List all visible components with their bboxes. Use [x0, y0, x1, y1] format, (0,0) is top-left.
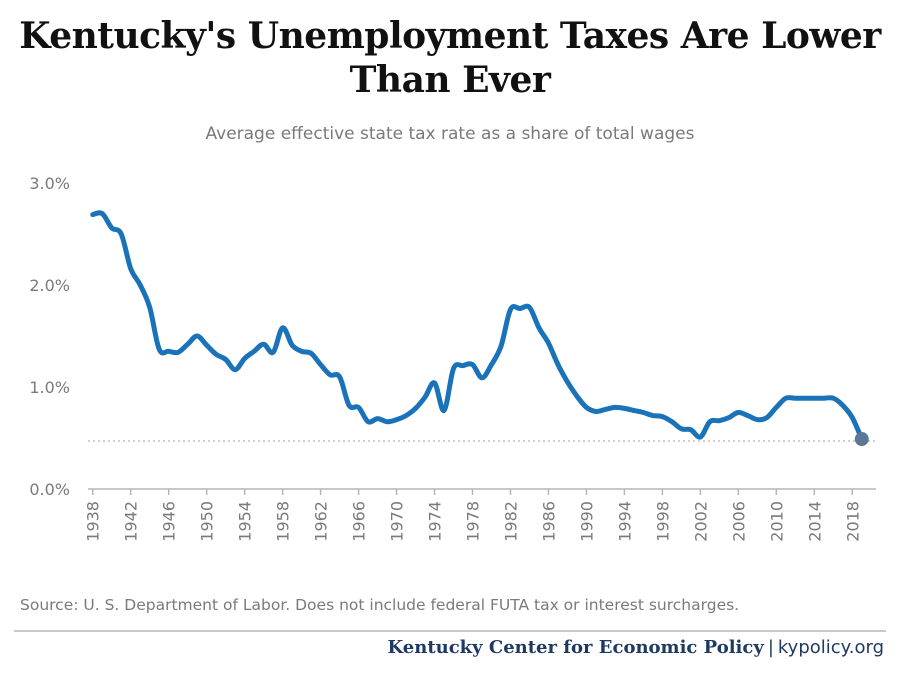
x-tick-label: 1990 — [577, 501, 596, 542]
footer-url[interactable]: kypolicy.org — [777, 637, 884, 658]
y-tick-label: 3.0% — [29, 174, 70, 193]
end-point-marker — [854, 432, 869, 447]
x-tick-label: 1978 — [464, 501, 483, 542]
x-tick-label: 2014 — [805, 501, 824, 542]
chart-subtitle: Average effective state tax rate as a sh… — [205, 124, 695, 144]
x-tick-label: 1966 — [350, 501, 369, 542]
x-tick-label: 1974 — [426, 501, 445, 542]
line-chart: 0.0% 1.0% 2.0% 3.0% 1938 1942 1946 1950 1954 195… — [29, 174, 876, 542]
x-tick-label: 2010 — [767, 501, 786, 542]
x-tick-label: 1954 — [236, 501, 255, 542]
x-tick-label: 1946 — [160, 501, 179, 542]
x-tick-label: 1998 — [653, 501, 672, 542]
x-tick-label: 1986 — [539, 501, 558, 542]
x-tick-label: 1970 — [388, 501, 407, 542]
x-tick-label: 1950 — [198, 501, 217, 542]
x-tick-label: 2006 — [729, 501, 748, 542]
source-note: Source: U. S. Department of Labor. Does … — [20, 596, 740, 614]
x-tick-label: 1958 — [274, 501, 293, 542]
x-tick-label: 1994 — [615, 501, 634, 542]
y-tick-label: 2.0% — [29, 276, 70, 295]
footer-org: Kentucky Center for Economic Policy — [387, 637, 764, 658]
footer-divider — [14, 630, 886, 632]
series-line — [90, 210, 865, 442]
footer-credit: Kentucky Center for Economic Policy | kypo… — [388, 636, 884, 659]
y-axis: 0.0% 1.0% 2.0% 3.0% — [29, 174, 70, 499]
x-tick-label: 1982 — [501, 501, 520, 542]
x-axis: 1938 1942 1946 1950 1954 1958 1962 1966 1970 1974… — [84, 489, 862, 542]
x-tick-label: 1962 — [312, 501, 331, 542]
x-tick-label: 2002 — [691, 501, 710, 542]
x-tick-label: 2018 — [843, 501, 862, 542]
x-tick-label: 1942 — [122, 501, 141, 542]
x-tick-label: 1938 — [84, 501, 103, 542]
y-tick-label: 1.0% — [29, 378, 70, 397]
footer-separator: | — [767, 637, 774, 658]
y-tick-label: 0.0% — [29, 480, 70, 499]
chart-title: Kentucky's Unemployment Taxes Are Lower … — [19, 15, 881, 101]
